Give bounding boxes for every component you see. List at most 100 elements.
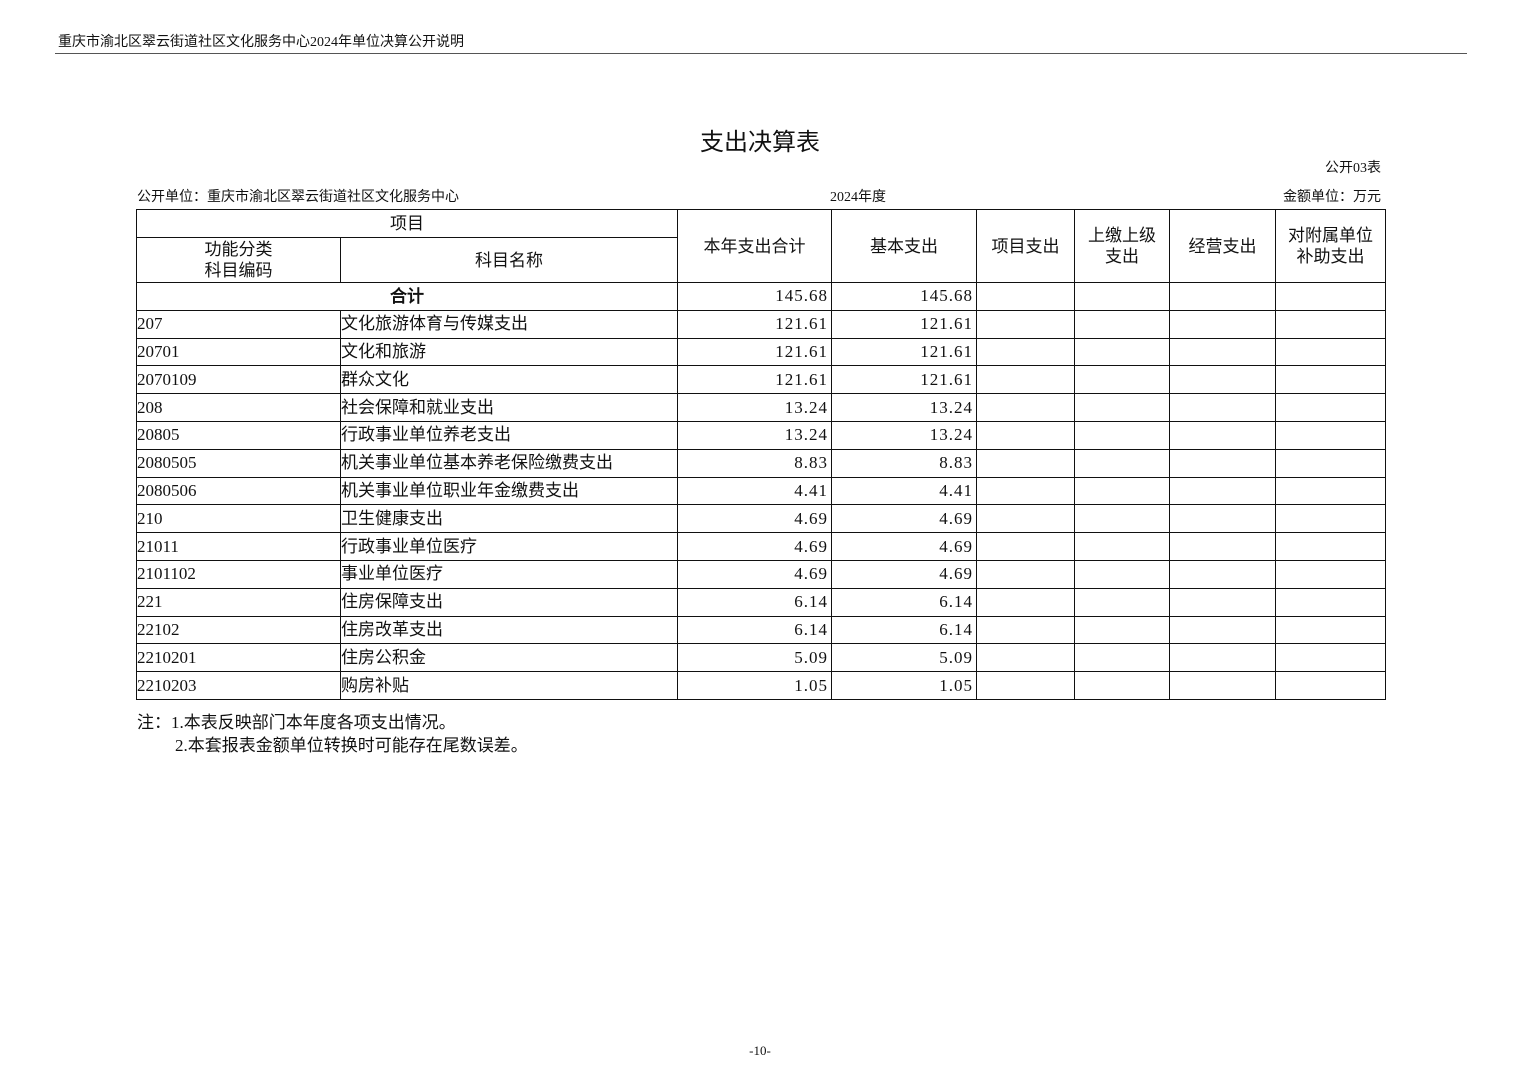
empty-cell	[976, 282, 1075, 311]
code-cell: 2210203	[136, 671, 341, 700]
amount-cell: 8.83	[831, 448, 977, 478]
amount-cell: 4.41	[677, 476, 832, 506]
currency-unit: 金额单位：万元	[1283, 190, 1381, 205]
empty-cell	[976, 671, 1075, 700]
header-cell: 本年支出合计	[677, 209, 832, 283]
code-cell: 2210201	[136, 643, 341, 673]
empty-cell	[976, 615, 1075, 645]
amount-cell: 13.24	[677, 393, 832, 422]
amount-cell: 1.05	[831, 671, 977, 700]
amount-cell: 4.69	[831, 504, 977, 534]
header-rule	[55, 53, 1467, 54]
empty-cell	[1275, 282, 1386, 311]
empty-cell	[976, 420, 1075, 450]
empty-cell	[976, 393, 1075, 422]
amount-cell: 121.61	[677, 365, 832, 395]
amount-cell: 4.41	[831, 476, 977, 506]
empty-cell	[1169, 337, 1276, 367]
code-cell: 221	[136, 587, 341, 617]
name-cell: 群众文化	[340, 365, 678, 395]
name-cell: 卫生健康支出	[340, 504, 678, 534]
empty-cell	[1169, 559, 1276, 589]
empty-cell	[1169, 532, 1276, 561]
table-row: 2210203 购房补贴 1.05 1.05	[136, 671, 1386, 700]
empty-cell	[1275, 393, 1386, 422]
empty-cell	[1275, 448, 1386, 478]
total-cell: 145.68	[677, 282, 832, 311]
note: 注：1.本表反映部门本年度各项支出情况。	[137, 713, 456, 732]
empty-cell	[1074, 504, 1170, 534]
empty-cell	[1169, 282, 1276, 311]
amount-cell: 8.83	[677, 448, 832, 478]
header-cell: 经营支出	[1169, 209, 1276, 283]
table-row: 22102 住房改革支出 6.14 6.14	[136, 615, 1386, 645]
name-cell: 住房保障支出	[340, 587, 678, 617]
name-cell: 住房改革支出	[340, 615, 678, 645]
amount-cell: 13.24	[831, 393, 977, 422]
empty-cell	[1275, 504, 1386, 534]
amount-cell: 6.14	[831, 587, 977, 617]
name-cell: 行政事业单位养老支出	[340, 420, 678, 450]
total-label: 合计	[136, 282, 678, 311]
amount-cell: 121.61	[831, 365, 977, 395]
code-cell: 20805	[136, 420, 341, 450]
header-cell: 对附属单位 补助支出	[1275, 209, 1386, 283]
amount-cell: 121.61	[677, 337, 832, 367]
code-cell: 2080505	[136, 448, 341, 478]
empty-cell	[1169, 504, 1276, 534]
table-row: 20701 文化和旅游 121.61 121.61	[136, 337, 1386, 367]
header-cell: 科目名称	[340, 237, 678, 283]
amount-cell: 4.69	[831, 532, 977, 561]
amount-cell: 5.09	[831, 643, 977, 673]
empty-cell	[1275, 476, 1386, 506]
empty-cell	[1074, 671, 1170, 700]
header-cell: 基本支出	[831, 209, 977, 283]
empty-cell	[976, 532, 1075, 561]
name-cell: 购房补贴	[340, 671, 678, 700]
empty-cell	[1074, 587, 1170, 617]
table-row: 207 文化旅游体育与传媒支出 121.61 121.61	[136, 309, 1386, 339]
empty-cell	[1074, 282, 1170, 311]
unit: 公开单位：重庆市渝北区翠云街道社区文化服务中心	[137, 190, 459, 205]
empty-cell	[1169, 643, 1276, 673]
empty-cell	[1169, 309, 1276, 339]
amount-cell: 4.69	[677, 504, 832, 534]
expense-table: 项目 本年支出合计 基本支出 项目支出 上缴上级 支出 经营支出 对附属单位 补…	[136, 209, 1386, 700]
empty-cell	[1074, 309, 1170, 339]
empty-cell	[1169, 448, 1276, 478]
empty-cell	[1169, 365, 1276, 395]
total-cell: 145.68	[831, 282, 977, 311]
table-row: 2080506 机关事业单位职业年金缴费支出 4.41 4.41	[136, 476, 1386, 506]
form-code: 公开03表	[1325, 161, 1381, 176]
amount-cell: 6.14	[831, 615, 977, 645]
empty-cell	[1074, 615, 1170, 645]
amount-cell: 13.24	[677, 420, 832, 450]
header-cell: 项目支出	[976, 209, 1075, 283]
table-row: 221 住房保障支出 6.14 6.14	[136, 587, 1386, 617]
table-row: 2070109 群众文化 121.61 121.61	[136, 365, 1386, 395]
code-cell: 2080506	[136, 476, 341, 506]
empty-cell	[1074, 393, 1170, 422]
header-cell: 项目	[136, 209, 678, 238]
header-cell: 上缴上级 支出	[1074, 209, 1170, 283]
amount-cell: 13.24	[831, 420, 977, 450]
empty-cell	[1074, 476, 1170, 506]
empty-cell	[976, 365, 1075, 395]
empty-cell	[1074, 420, 1170, 450]
empty-cell	[976, 643, 1075, 673]
table-row: 2080505 机关事业单位基本养老保险缴费支出 8.83 8.83	[136, 448, 1386, 478]
name-cell: 机关事业单位基本养老保险缴费支出	[340, 448, 678, 478]
name-cell: 住房公积金	[340, 643, 678, 673]
amount-cell: 6.14	[677, 615, 832, 645]
amount-cell: 4.69	[677, 532, 832, 561]
code-cell: 210	[136, 504, 341, 534]
empty-cell	[1275, 532, 1386, 561]
code-cell: 21011	[136, 532, 341, 561]
amount-cell: 4.69	[677, 559, 832, 589]
empty-cell	[976, 337, 1075, 367]
empty-cell	[976, 476, 1075, 506]
empty-cell	[976, 504, 1075, 534]
running-title: 重庆市渝北区翠云街道社区文化服务中心2024年单位决算公开说明	[58, 35, 464, 50]
name-cell: 行政事业单位医疗	[340, 532, 678, 561]
empty-cell	[976, 309, 1075, 339]
